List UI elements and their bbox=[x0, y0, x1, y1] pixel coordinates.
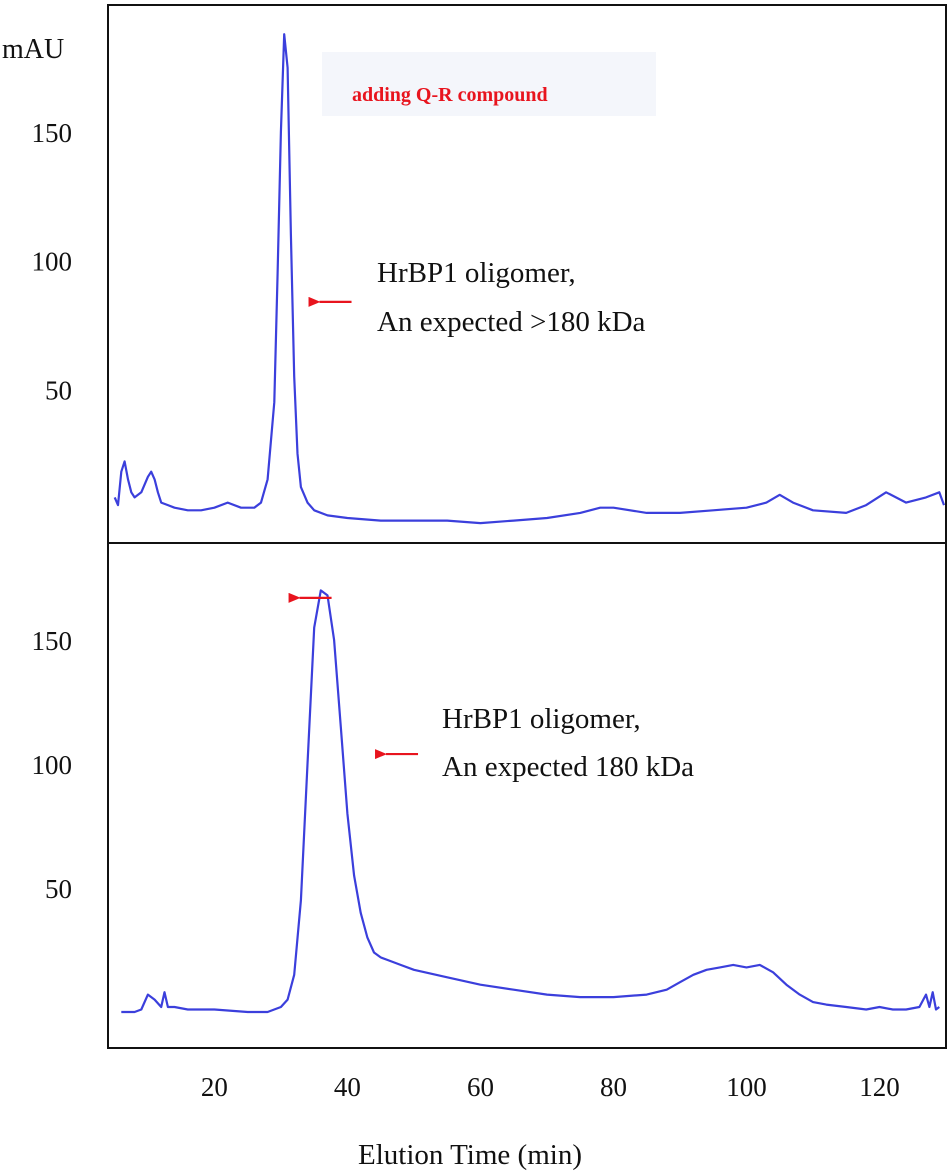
bottom-panel: 50 100 150 HrBP1 oligomer, An expected 180… bbox=[32, 589, 940, 1014]
x-tick-label: 20 bbox=[201, 1072, 228, 1102]
x-ticks: 20 40 60 80 100 120 bbox=[201, 1072, 900, 1102]
bottom-arrows bbox=[288, 592, 419, 760]
y-tick-label: 150 bbox=[32, 626, 73, 656]
x-tick-label: 40 bbox=[334, 1072, 361, 1102]
y-unit-label: mAU bbox=[2, 34, 64, 65]
x-tick-label: 100 bbox=[726, 1072, 767, 1102]
bottom-annotation-line-1: HrBP1 oligomer, bbox=[442, 703, 641, 735]
y-tick-label: 100 bbox=[32, 750, 73, 780]
top-y-ticks: 50 100 150 bbox=[32, 118, 73, 405]
condition-note: adding Q-R compound bbox=[352, 84, 548, 106]
bottom-series-line bbox=[121, 589, 940, 1014]
y-tick-label: 50 bbox=[45, 375, 72, 405]
x-axis-title: Elution Time (min) bbox=[358, 1139, 582, 1171]
bottom-annotation-line-2: An expected 180 kDa bbox=[442, 751, 694, 783]
y-tick-label: 150 bbox=[32, 118, 73, 148]
x-tick-label: 120 bbox=[859, 1072, 900, 1102]
plot-frame bbox=[107, 4, 947, 1049]
y-tick-label: 100 bbox=[32, 247, 73, 277]
top-series-line bbox=[113, 33, 946, 525]
top-annotation: HrBP1 oligomer, An expected >180 kDa bbox=[377, 257, 646, 338]
x-tick-label: 60 bbox=[467, 1072, 494, 1102]
top-panel: mAU 50 100 150 adding Q-R compound HrBP1 o… bbox=[2, 33, 946, 525]
y-tick-label: 50 bbox=[45, 874, 72, 904]
top-annotation-line-2: An expected >180 kDa bbox=[377, 306, 646, 338]
note-background bbox=[322, 52, 656, 116]
x-tick-label: 80 bbox=[600, 1072, 627, 1102]
bottom-annotation: HrBP1 oligomer, An expected 180 kDa bbox=[442, 703, 694, 783]
top-annotation-line-1: HrBP1 oligomer, bbox=[377, 257, 576, 289]
bottom-y-ticks: 50 100 150 bbox=[32, 626, 73, 904]
